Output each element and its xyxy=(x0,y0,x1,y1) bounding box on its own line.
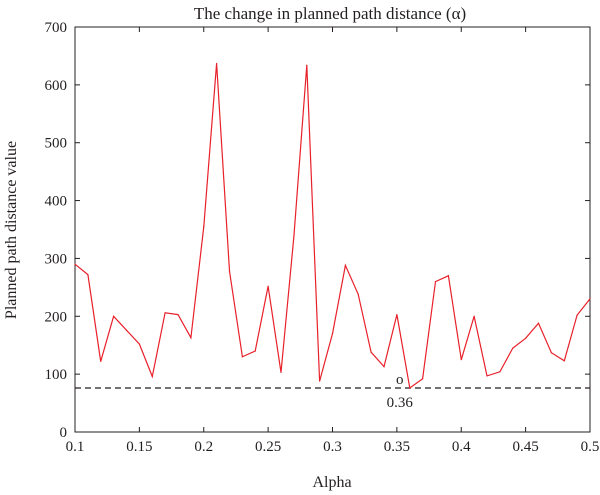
data-point xyxy=(125,329,128,331)
data-point xyxy=(190,337,192,339)
x-tick-label: 0.4 xyxy=(452,439,471,455)
data-point xyxy=(434,280,437,283)
data-point xyxy=(409,387,411,389)
data-point xyxy=(383,366,385,368)
annotation-label: 0.36 xyxy=(387,395,414,411)
data-point xyxy=(293,235,295,238)
x-axis-label: Alpha xyxy=(312,474,351,491)
data-point xyxy=(344,264,346,266)
data-point xyxy=(499,371,501,373)
data-point xyxy=(576,314,578,316)
data-point xyxy=(203,226,205,228)
data-point xyxy=(280,371,282,374)
data-point xyxy=(241,356,243,358)
data-point xyxy=(486,375,488,377)
data-point xyxy=(422,378,424,380)
data-point xyxy=(306,64,308,66)
data-point xyxy=(100,360,102,363)
x-tick-label: 0.35 xyxy=(384,439,410,455)
data-point xyxy=(357,293,359,295)
y-tick-label: 300 xyxy=(45,251,68,267)
data-point xyxy=(267,285,269,287)
data-point xyxy=(254,350,256,352)
y-tick-label: 700 xyxy=(45,20,68,36)
y-tick-label: 400 xyxy=(45,194,68,210)
y-tick-label: 0 xyxy=(60,425,68,441)
data-point xyxy=(550,352,552,354)
y-tick-label: 200 xyxy=(45,309,68,325)
data-point xyxy=(319,380,321,382)
data-point xyxy=(216,62,218,65)
data-point xyxy=(331,333,334,335)
data-point xyxy=(138,343,140,345)
data-point xyxy=(537,322,540,324)
chart-title: The change in planned path distance (α) xyxy=(194,4,466,23)
data-point xyxy=(151,375,153,378)
data-point xyxy=(113,315,115,317)
x-tick-label: 0.3 xyxy=(323,439,342,455)
data-point xyxy=(370,351,372,353)
x-tick-label: 0.1 xyxy=(66,439,85,455)
x-tick-label: 0.5 xyxy=(581,439,600,455)
y-tick-label: 600 xyxy=(45,78,68,94)
data-point xyxy=(164,312,166,314)
data-point xyxy=(525,337,527,339)
data-point xyxy=(87,274,89,276)
data-point xyxy=(512,347,514,349)
data-point xyxy=(589,298,591,300)
y-axis-label: Planned path distance value xyxy=(3,141,20,319)
data-point xyxy=(460,359,462,361)
y-tick-label: 500 xyxy=(45,136,68,152)
x-tick-label: 0.15 xyxy=(126,439,152,455)
x-tick-label: 0.2 xyxy=(194,439,213,455)
data-point xyxy=(177,313,179,316)
data-point xyxy=(228,270,231,272)
x-tick-label: 0.45 xyxy=(513,439,539,455)
data-point xyxy=(74,263,76,265)
data-point xyxy=(447,275,449,277)
series-line xyxy=(74,63,591,390)
data-point xyxy=(563,360,565,362)
x-tick-label: 0.25 xyxy=(255,439,281,455)
y-tick-label: 100 xyxy=(45,367,68,383)
annotation-marker: o xyxy=(396,372,404,388)
plot-frame xyxy=(74,26,591,433)
data-point xyxy=(473,315,475,317)
data-point xyxy=(396,313,398,316)
